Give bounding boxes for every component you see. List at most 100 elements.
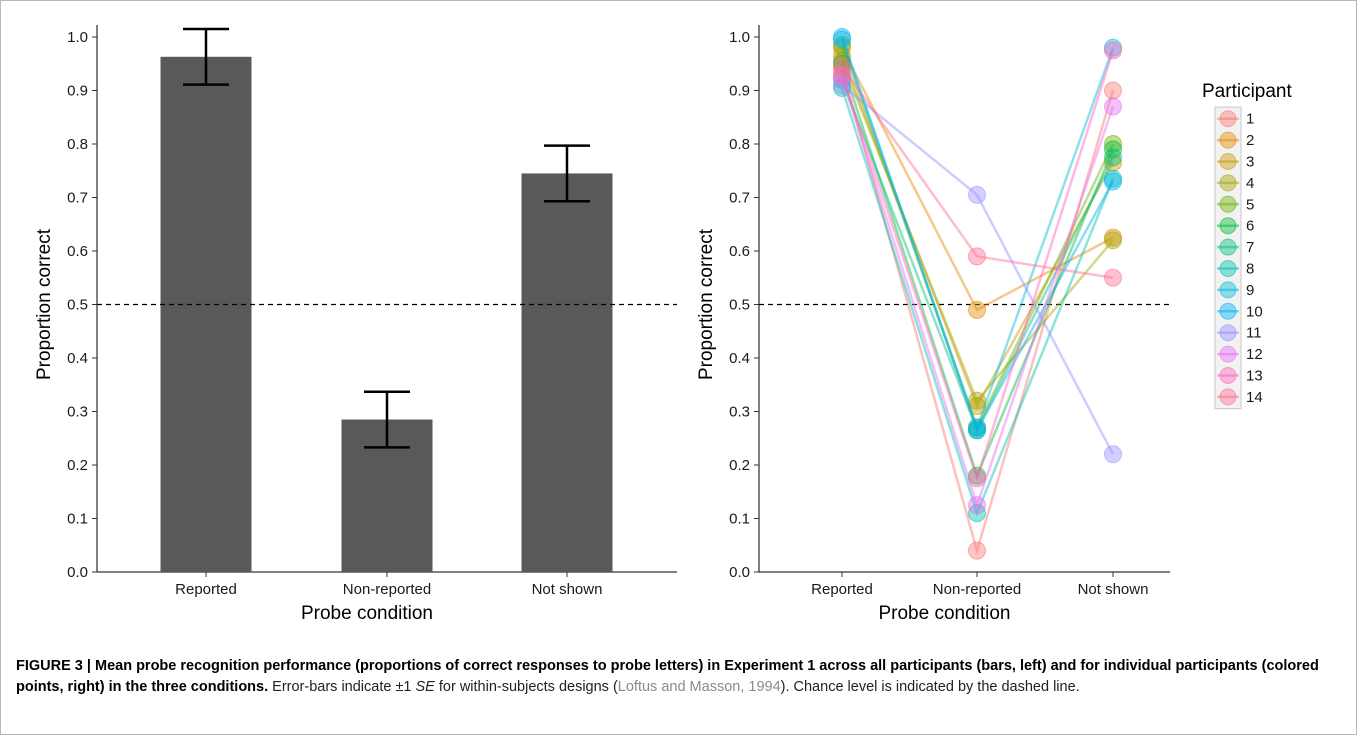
- legend-point-swatch: [1219, 217, 1237, 235]
- y-tick-label: 1.0: [729, 29, 750, 46]
- y-tick-label: 0.5: [67, 297, 88, 314]
- y-tick-label: 0.1: [729, 511, 750, 528]
- legend-label: 13: [1246, 368, 1263, 385]
- y-tick-label: 0.7: [67, 190, 88, 207]
- legend-label: 6: [1246, 218, 1254, 235]
- participant-point: [968, 496, 986, 515]
- legend-label: 11: [1246, 325, 1262, 342]
- legend-point-swatch: [1219, 153, 1237, 170]
- legend-label: 10: [1246, 303, 1263, 320]
- error-bar: [364, 390, 410, 449]
- y-tick-label: 0.6: [729, 243, 750, 260]
- legend-label: 14: [1246, 389, 1263, 406]
- participant-point: [833, 28, 851, 46]
- x-tick-label: Non-reported: [343, 581, 431, 598]
- participant-point: [1104, 268, 1122, 287]
- caption-text-2: for within-subjects designs (: [434, 679, 618, 695]
- y-tick-label: 0.9: [67, 83, 88, 100]
- participant-line: [840, 65, 1114, 279]
- participant-point: [968, 247, 986, 266]
- legend-point-swatch: [1219, 260, 1237, 277]
- y-tick-label: 0.4: [729, 350, 750, 367]
- legend-item-11: 11: [1217, 324, 1262, 342]
- legend-item-3: 3: [1217, 153, 1254, 171]
- participant-point: [1104, 231, 1122, 250]
- participant-point: [968, 391, 986, 410]
- x-axis-title: Probe condition: [878, 603, 1010, 624]
- participant-line: [840, 63, 1115, 480]
- legend-point-swatch: [1219, 345, 1237, 363]
- legend-title: Participant: [1202, 81, 1292, 102]
- y-tick-label: 0.0: [67, 564, 88, 581]
- legend-item-4: 4: [1217, 174, 1254, 192]
- legend-label: 1: [1246, 111, 1254, 128]
- participant-point: [833, 57, 851, 76]
- y-tick-label: 0.8: [67, 136, 88, 153]
- y-tick-label: 0.4: [67, 350, 88, 367]
- error-bar: [544, 144, 590, 203]
- caption-text-1: Error-bars indicate ±1: [268, 679, 416, 695]
- y-axis-title: Proportion correct: [696, 228, 717, 380]
- participant-point: [1104, 172, 1122, 191]
- x-axis-title: Probe condition: [301, 603, 433, 624]
- legend-item-8: 8: [1217, 260, 1254, 278]
- participant-series-3: [833, 46, 1122, 416]
- legend-label: 4: [1246, 175, 1254, 192]
- legend-label: 2: [1246, 132, 1254, 149]
- y-tick-label: 0.9: [729, 83, 750, 100]
- y-tick-label: 0.2: [67, 457, 88, 474]
- legend-item-10: 10: [1217, 302, 1263, 320]
- participant-line: [840, 60, 1114, 404]
- x-tick-label: Not shown: [1078, 581, 1149, 598]
- legend-label: 12: [1246, 346, 1263, 363]
- caption-reference-link[interactable]: Loftus and Masson, 1994: [617, 679, 781, 695]
- legend-point-swatch: [1219, 302, 1237, 320]
- y-tick-label: 0.7: [729, 190, 750, 207]
- y-tick-label: 0.3: [67, 404, 88, 421]
- legend-point-swatch: [1219, 110, 1237, 128]
- legend-label: 8: [1246, 261, 1254, 278]
- y-axis-title: Proportion correct: [34, 228, 55, 380]
- participant-point: [968, 421, 986, 440]
- y-tick-label: 0.6: [67, 243, 88, 260]
- y-tick-label: 0.3: [729, 404, 750, 421]
- legend-item-1: 1: [1217, 110, 1254, 128]
- participant-line: [840, 47, 1114, 312]
- legend-key-background: [1214, 106, 1242, 410]
- legend-point-swatch: [1219, 195, 1237, 213]
- participant-point: [968, 541, 986, 560]
- participant-point: [968, 300, 986, 319]
- participant-line: [840, 36, 1115, 434]
- x-tick-label: Reported: [811, 581, 873, 598]
- x-tick-label: Non-reported: [933, 581, 1021, 598]
- participant-point: [1104, 41, 1122, 60]
- legend-item-13: 13: [1217, 367, 1263, 385]
- legend-point-swatch: [1219, 131, 1237, 149]
- participant-line: [840, 49, 1115, 483]
- participant-line: [840, 76, 1115, 510]
- legend-point-swatch: [1219, 388, 1237, 406]
- participant-line: [840, 79, 1115, 434]
- y-tick-label: 0.5: [729, 297, 750, 314]
- bar-not-shown: [521, 173, 613, 573]
- legend-item-2: 2: [1217, 131, 1254, 149]
- legend-item-14: 14: [1217, 388, 1263, 406]
- participant-point: [968, 469, 986, 488]
- legend-item-7: 7: [1217, 238, 1254, 256]
- right-line-chart: 0.0 0.1 0.2 0.3 0.4 0.5 0.6 0.7 0.8 0.9 1.0 Reporte…: [696, 25, 1170, 624]
- y-tick-label: 0.2: [729, 457, 750, 474]
- legend-point-swatch: [1219, 281, 1237, 299]
- participant-point: [1104, 445, 1122, 464]
- legend-item-5: 5: [1217, 195, 1254, 213]
- y-tick-label: 0.1: [67, 511, 88, 528]
- legend-item-6: 6: [1217, 217, 1254, 235]
- participant-point: [968, 397, 986, 416]
- participant-series-2: [833, 38, 1122, 319]
- caption-text-3: ). Chance level is indicated by the dash…: [780, 679, 1080, 695]
- caption-bold-text: FIGURE 3 | Mean probe recognition perfor…: [16, 658, 1319, 695]
- participant-series-5: [833, 36, 1122, 437]
- caption-se: SE: [415, 679, 435, 695]
- left-bar-chart: 0.0 0.1 0.2 0.3 0.4 0.5 0.6 0.7 0.8 0.9 1.0 Reporte…: [34, 25, 677, 624]
- y-tick-label: 1.0: [67, 29, 88, 46]
